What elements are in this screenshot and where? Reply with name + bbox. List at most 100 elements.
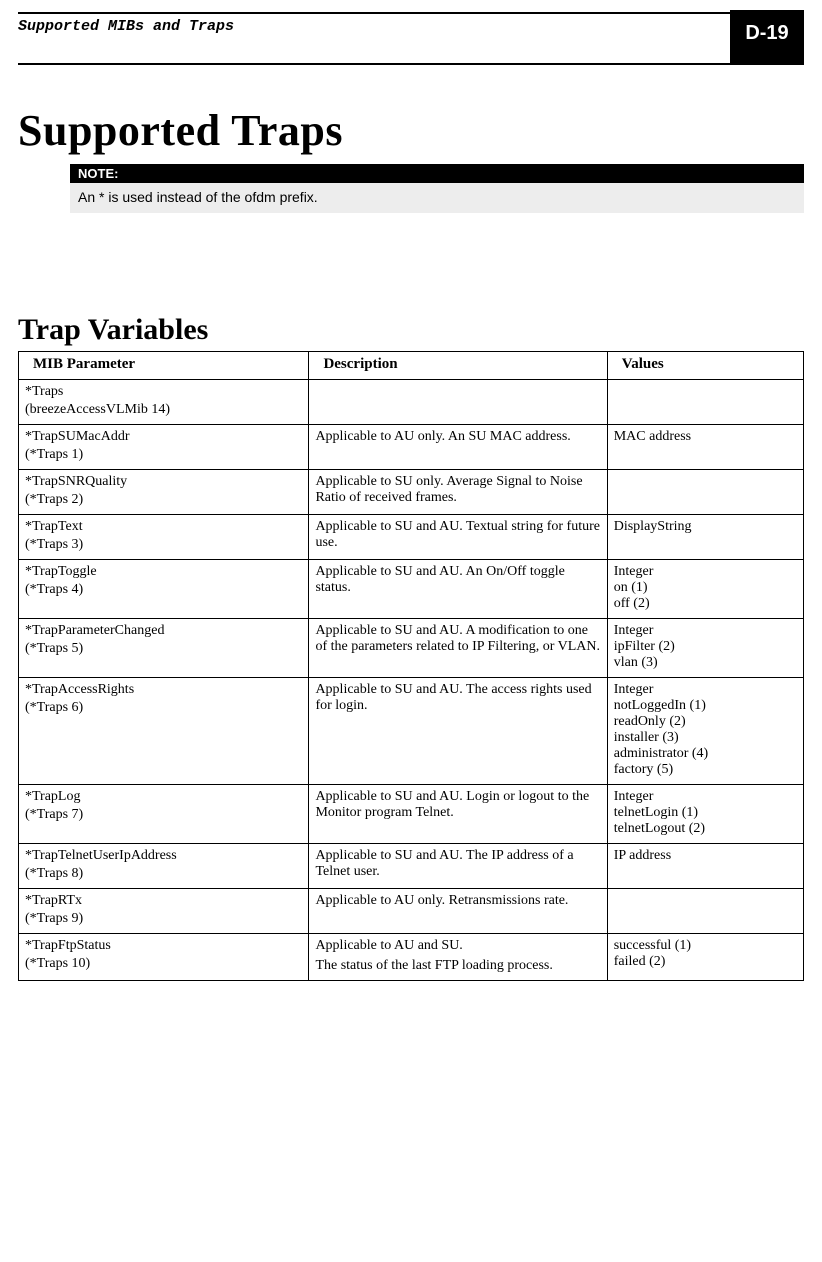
note-text: An * is used instead of the ofdm prefix. [70, 183, 804, 213]
cell-values [607, 889, 803, 934]
cell-mib: *TrapText (*Traps 3) [19, 515, 309, 560]
cell-mib: *TrapToggle (*Traps 4) [19, 560, 309, 619]
note-label: NOTE: [70, 164, 804, 183]
cell-values: Integeron (1)off (2) [607, 560, 803, 619]
cell-mib: *TrapParameterChanged (*Traps 5) [19, 619, 309, 678]
cell-values [607, 470, 803, 515]
cell-values [607, 380, 803, 425]
mib-oid: (*Traps 9) [25, 911, 302, 927]
mib-name: *TrapLog [25, 789, 302, 805]
description-text: Applicable to SU and AU. A modification … [315, 623, 600, 655]
mib-oid: (*Traps 10) [25, 956, 302, 972]
mib-name: *TrapRTx [25, 893, 302, 909]
cell-values: MAC address [607, 425, 803, 470]
description-text: The status of the last FTP loading proce… [315, 958, 600, 974]
value-line: Integer [614, 682, 797, 698]
mib-name: *TrapParameterChanged [25, 623, 302, 639]
cell-description: Applicable to SU and AU. Textual string … [309, 515, 607, 560]
cell-description: Applicable to AU and SU. The status of th… [309, 934, 607, 981]
doc-section-title: Supported MIBs and Traps [18, 12, 730, 63]
mib-name: *TrapToggle [25, 564, 302, 580]
cell-mib: *TrapAccessRights (*Traps 6) [19, 678, 309, 785]
table-row: *TrapAccessRights (*Traps 6) Applicable to… [19, 678, 804, 785]
cell-description: Applicable to SU and AU. The access righ… [309, 678, 607, 785]
cell-description: Applicable to SU and AU. Login or logout… [309, 785, 607, 844]
value-line: successful (1) [614, 938, 797, 954]
cell-mib: *Traps (breezeAccessVLMib 14) [19, 380, 309, 425]
description-text: Applicable to SU only. Average Signal to… [315, 474, 600, 506]
mib-oid: (breezeAccessVLMib 14) [25, 402, 302, 418]
description-text: Applicable to AU only. An SU MAC address… [315, 429, 600, 445]
mib-name: *TrapFtpStatus [25, 938, 302, 954]
col-header-mib: MIB Parameter [19, 352, 309, 380]
mib-oid: (*Traps 4) [25, 582, 302, 598]
cell-description: Applicable to AU only. An SU MAC address… [309, 425, 607, 470]
cell-mib: *TrapTelnetUserIpAddress(*Traps 8) [19, 844, 309, 889]
col-header-desc: Description [309, 352, 607, 380]
value-line: vlan (3) [614, 655, 797, 671]
table-row: *TrapToggle (*Traps 4) Applicable to SU an… [19, 560, 804, 619]
value-line: telnetLogout (2) [614, 821, 797, 837]
cell-mib: *TrapSUMacAddr (*Traps 1) [19, 425, 309, 470]
value-line: IP address [614, 848, 797, 864]
col-header-values: Values [607, 352, 803, 380]
table-header-row: MIB Parameter Description Values [19, 352, 804, 380]
cell-mib: *TrapLog (*Traps 7) [19, 785, 309, 844]
value-line: MAC address [614, 429, 797, 445]
table-row: *TrapFtpStatus (*Traps 10) Applicable to A… [19, 934, 804, 981]
table-row: *TrapText (*Traps 3) Applicable to SU and … [19, 515, 804, 560]
value-line: ipFilter (2) [614, 639, 797, 655]
mib-oid: (*Traps 5) [25, 641, 302, 657]
cell-values: IntegeripFilter (2)vlan (3) [607, 619, 803, 678]
page-number-box: D-19 [730, 10, 804, 63]
value-line: on (1) [614, 580, 797, 596]
cell-mib: *TrapSNRQuality (*Traps 2) [19, 470, 309, 515]
cell-description: Applicable to SU and AU. An On/Off toggl… [309, 560, 607, 619]
main-heading: Supported Traps [18, 105, 804, 156]
mib-oid: (*Traps 6) [25, 700, 302, 716]
value-line: notLoggedIn (1) [614, 698, 797, 714]
mib-name: *TrapText [25, 519, 302, 535]
table-row: *TrapSUMacAddr (*Traps 1) Applicable to AU… [19, 425, 804, 470]
mib-oid: (*Traps 3) [25, 537, 302, 553]
section-heading: Trap Variables [18, 313, 804, 347]
value-line: failed (2) [614, 954, 797, 970]
table-row: *TrapParameterChanged (*Traps 5) Applicabl… [19, 619, 804, 678]
cell-mib: *TrapFtpStatus (*Traps 10) [19, 934, 309, 981]
table-row: *Traps (breezeAccessVLMib 14) [19, 380, 804, 425]
cell-description: Applicable to AU only. Retransmissions r… [309, 889, 607, 934]
mib-oid: (*Traps 7) [25, 807, 302, 823]
value-line: DisplayString [614, 519, 797, 535]
value-line: Integer [614, 623, 797, 639]
mib-oid: (*Traps 2) [25, 492, 302, 508]
value-line: telnetLogin (1) [614, 805, 797, 821]
cell-description [309, 380, 607, 425]
description-text: Applicable to SU and AU. Textual string … [315, 519, 600, 551]
value-line: Integer [614, 564, 797, 580]
cell-description: Applicable to SU and AU. A modification … [309, 619, 607, 678]
description-text: Applicable to SU and AU. The IP address … [315, 848, 600, 880]
mib-oid: (*Traps 1) [25, 447, 302, 463]
table-row: *TrapRTx (*Traps 9) Applicable to AU only.… [19, 889, 804, 934]
mib-name: *TrapAccessRights [25, 682, 302, 698]
cell-values: IntegertelnetLogin (1)telnetLogout (2) [607, 785, 803, 844]
mib-name: *TrapSUMacAddr [25, 429, 302, 445]
value-line: administrator (4) [614, 746, 797, 762]
cell-description: Applicable to SU and AU. The IP address … [309, 844, 607, 889]
table-row: *TrapTelnetUserIpAddress(*Traps 8)Applic… [19, 844, 804, 889]
cell-values: IP address [607, 844, 803, 889]
value-line: readOnly (2) [614, 714, 797, 730]
description-text: Applicable to SU and AU. The access righ… [315, 682, 600, 714]
description-text: Applicable to AU and SU. [315, 938, 600, 954]
value-line: Integer [614, 789, 797, 805]
note-box: NOTE: An * is used instead of the ofdm p… [70, 164, 804, 213]
table-row: *TrapLog (*Traps 7) Applicable to SU and A… [19, 785, 804, 844]
description-text: Applicable to AU only. Retransmissions r… [315, 893, 600, 909]
cell-values: IntegernotLoggedIn (1)readOnly (2)instal… [607, 678, 803, 785]
value-line: installer (3) [614, 730, 797, 746]
page-header: Supported MIBs and Traps D-19 [18, 12, 804, 65]
cell-description: Applicable to SU only. Average Signal to… [309, 470, 607, 515]
trap-variables-table: MIB Parameter Description Values *Traps … [18, 351, 804, 981]
mib-oid: (*Traps 8) [25, 866, 302, 882]
mib-name: *TrapSNRQuality [25, 474, 302, 490]
